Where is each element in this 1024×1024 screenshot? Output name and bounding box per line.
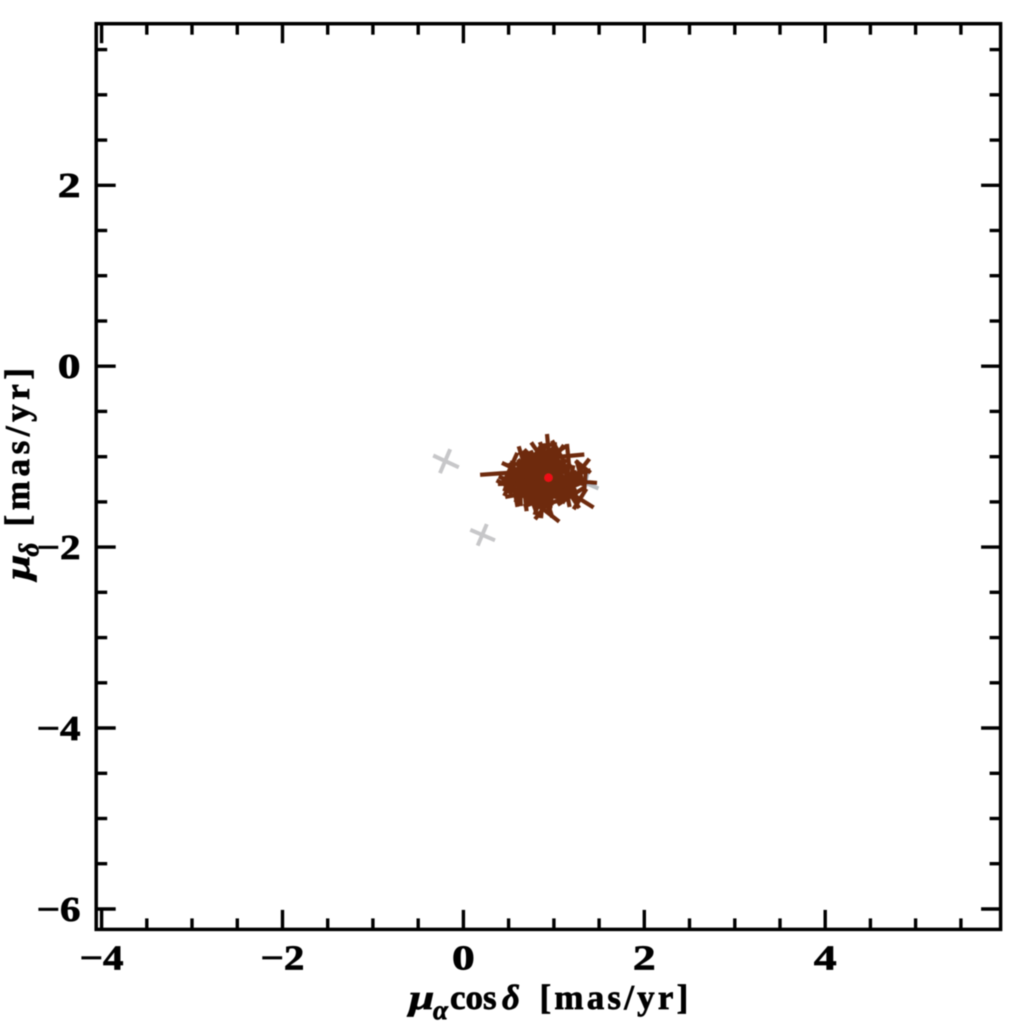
svg-text:[mas/yr]: [mas/yr] [0,363,37,526]
svg-text:α: α [433,995,449,1024]
svg-text:[mas/yr]: [mas/yr] [540,978,692,1017]
svg-text:δ: δ [502,978,520,1017]
svg-text:−4: −4 [37,709,81,748]
svg-text:δ: δ [14,543,44,557]
svg-text:4: 4 [814,938,837,977]
svg-text:−2: −2 [261,939,305,978]
svg-text:μ: μ [0,555,37,583]
svg-text:−6: −6 [37,890,81,929]
svg-text:2: 2 [58,166,81,205]
svg-text:−4: −4 [80,939,124,978]
svg-text:cos: cos [450,978,497,1017]
svg-text:0: 0 [452,938,475,977]
svg-text:2: 2 [633,938,656,977]
svg-text:0: 0 [58,347,81,386]
svg-text:μ: μ [407,978,435,1017]
svg-text:−2: −2 [37,529,81,568]
